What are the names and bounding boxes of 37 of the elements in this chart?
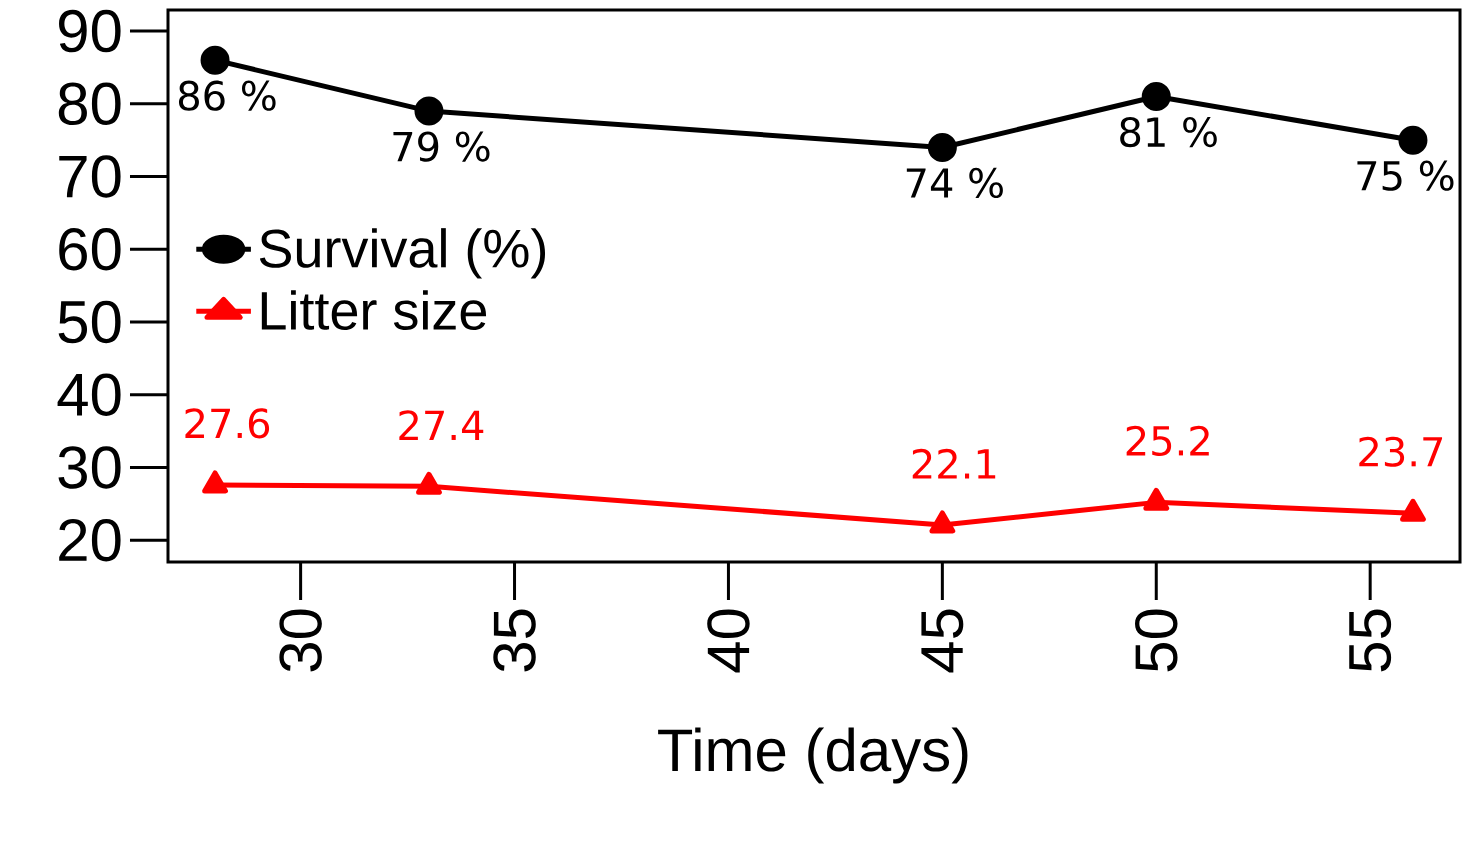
data-label: 27.6 bbox=[185, 408, 270, 439]
point bbox=[1141, 82, 1171, 112]
data-label: 79 % bbox=[393, 131, 490, 162]
point bbox=[1398, 125, 1428, 155]
y-tick-label: 30 bbox=[58, 446, 121, 489]
x-tick-label: 40 bbox=[707, 609, 750, 673]
data-label: 27.4 bbox=[399, 410, 484, 440]
y-tick-label: 50 bbox=[58, 300, 121, 344]
point bbox=[1400, 498, 1426, 522]
legend-label: Survival (%) bbox=[259, 228, 546, 279]
y-tick-label: 40 bbox=[57, 373, 121, 416]
point bbox=[929, 510, 956, 534]
data-label: 23.7 bbox=[1359, 436, 1443, 467]
x-axis-title: Time (days) bbox=[658, 727, 968, 784]
x-tick-label: 30 bbox=[279, 609, 322, 672]
point bbox=[200, 45, 230, 75]
legend-label: Litter size bbox=[261, 290, 487, 330]
data-label: 25.2 bbox=[1126, 425, 1209, 456]
x-tick-label: 50 bbox=[1135, 609, 1178, 672]
data-label: 81 % bbox=[1120, 116, 1217, 148]
y-tick-label: 60 bbox=[59, 228, 121, 271]
data-label: 75 % bbox=[1357, 160, 1454, 191]
x-tick-label: 55 bbox=[1349, 609, 1392, 672]
y-tick-label: 70 bbox=[59, 155, 121, 198]
data-label: 22.1 bbox=[912, 448, 996, 479]
y-tick-label: 80 bbox=[58, 82, 121, 126]
x-tick-label: 35 bbox=[493, 609, 536, 672]
y-tick-label: 20 bbox=[59, 518, 121, 562]
x-tick-label: 45 bbox=[921, 609, 964, 673]
data-label: 74 % bbox=[906, 167, 1003, 199]
point bbox=[1143, 487, 1170, 511]
data-label: 86 % bbox=[178, 80, 276, 111]
y-tick-label: 90 bbox=[59, 9, 121, 53]
point bbox=[416, 471, 442, 495]
point bbox=[202, 470, 228, 494]
point bbox=[927, 132, 957, 162]
point bbox=[414, 96, 444, 126]
